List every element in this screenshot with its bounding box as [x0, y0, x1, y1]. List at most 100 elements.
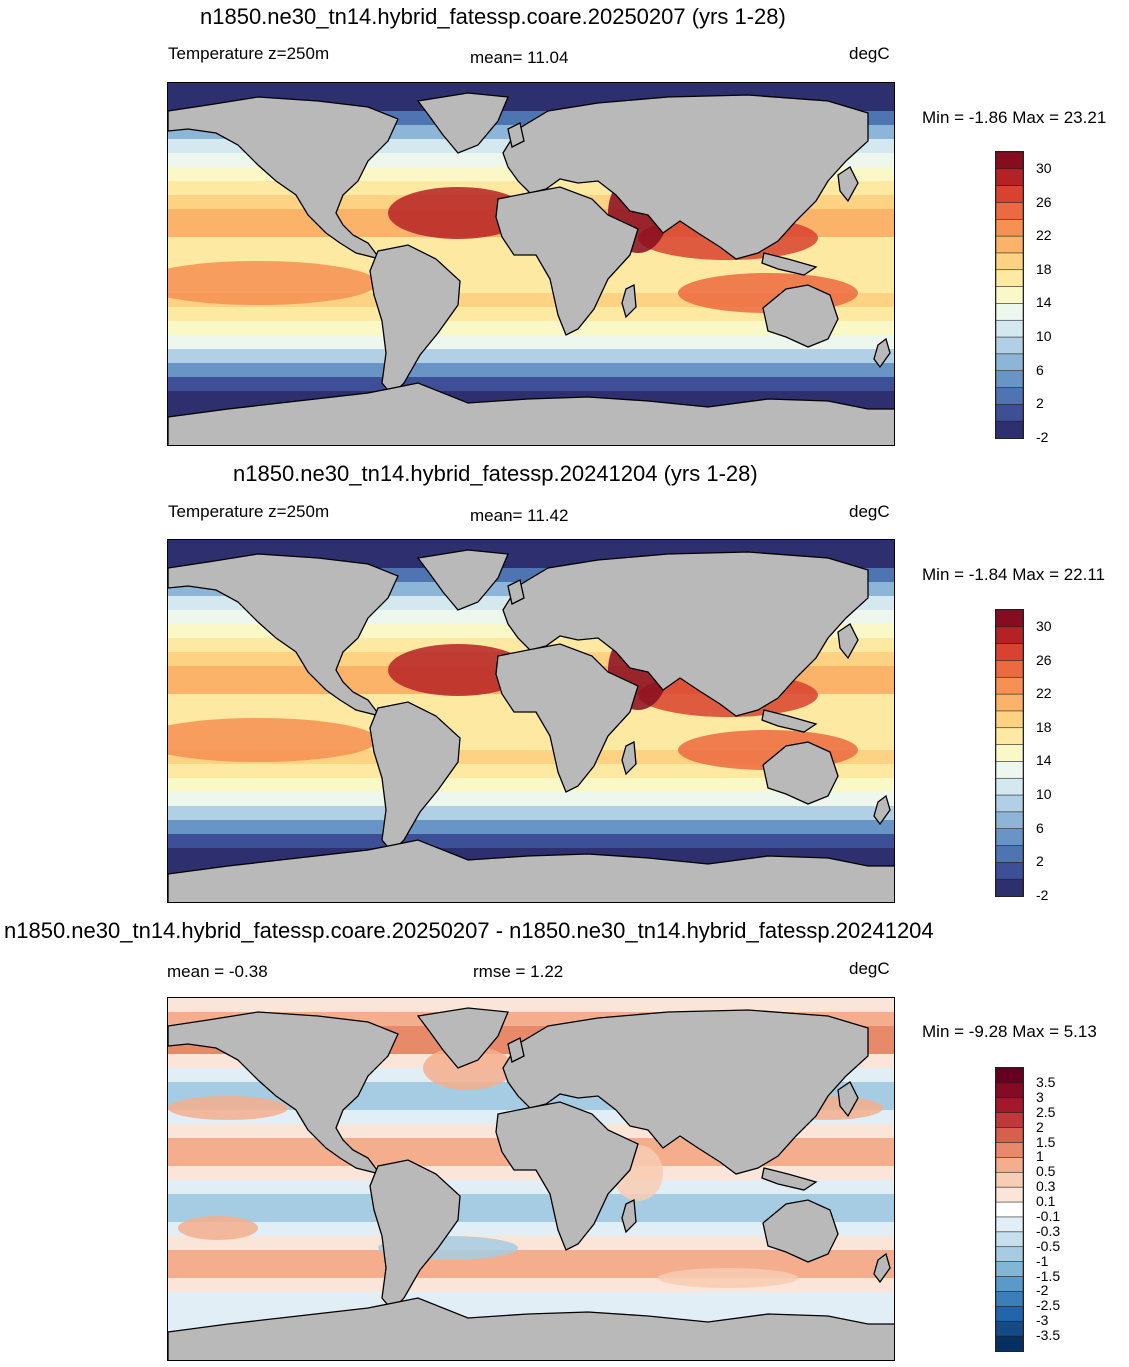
panel3-rmse: rmse = 1.22	[473, 962, 564, 981]
panel2-field-svg	[168, 540, 894, 902]
panel3-field-svg	[168, 998, 894, 1360]
colorbar-swatch	[996, 727, 1023, 746]
panel3-minmax: Min = -9.28 Max = 5.13	[922, 1022, 1097, 1041]
field-band	[168, 1194, 894, 1209]
panel1-units: degC	[849, 44, 890, 63]
indonesia-outline	[761, 252, 818, 276]
japan-outline	[837, 1081, 859, 1118]
field-anomaly	[658, 1268, 798, 1288]
colorbar-swatch	[996, 185, 1023, 204]
colorbar-swatch	[996, 202, 1023, 220]
field-band	[168, 764, 894, 779]
colorbar-swatch	[996, 168, 1023, 187]
colorbar-tick-label: -0.3	[1036, 1222, 1061, 1239]
colorbar-swatch	[996, 1261, 1023, 1278]
colorbar-swatch	[996, 1306, 1023, 1322]
antarctica-outline	[168, 839, 894, 902]
north-america-outline	[168, 553, 399, 718]
panel2-minmax: Min = -1.84 Max = 22.11	[922, 565, 1106, 584]
field-band	[168, 321, 894, 336]
colorbar-tick-label: -2	[1036, 1282, 1049, 1299]
south-america-outline	[369, 244, 461, 396]
colorbar-tick-label: 14	[1036, 294, 1052, 311]
colorbar-swatch	[996, 404, 1023, 422]
panel2-map	[167, 539, 895, 903]
field-band	[168, 820, 894, 835]
colorbar-tick-label: 26	[1036, 651, 1052, 668]
colorbar-tick-label: 1	[1036, 1148, 1044, 1165]
colorbar-swatch	[996, 1216, 1023, 1233]
colorbar-swatch	[996, 1097, 1023, 1114]
colorbar-swatch	[996, 1171, 1023, 1188]
colorbar-swatch	[996, 610, 1023, 628]
greenland-outline	[416, 549, 509, 611]
colorbar-tick-label: -3	[1036, 1312, 1049, 1329]
field-band	[168, 1222, 894, 1237]
field-anomaly	[168, 261, 378, 305]
colorbar-tick-label: -1	[1036, 1252, 1049, 1269]
field-anomaly	[168, 1096, 288, 1120]
africa-outline	[495, 643, 639, 793]
colorbar-swatch	[996, 336, 1023, 355]
field-band	[168, 1236, 894, 1251]
uk-outline	[507, 122, 525, 148]
australia-outline	[762, 1199, 839, 1263]
field-band	[168, 806, 894, 821]
colorbar-tick-label: 18	[1036, 260, 1052, 277]
colorbar-swatch	[996, 319, 1023, 338]
eurasia-outline	[502, 551, 869, 717]
panel3-units: degC	[849, 959, 890, 978]
south-america-outline	[369, 1159, 461, 1311]
colorbar-swatch	[996, 1157, 1023, 1173]
colorbar-swatch	[996, 845, 1023, 863]
new-zealand-outline	[873, 1252, 891, 1284]
panel1-field-svg	[168, 83, 894, 445]
field-anomaly	[168, 718, 378, 762]
panel1-field-label: Temperature z=250m	[168, 44, 330, 63]
colorbar-swatch	[996, 1276, 1023, 1293]
colorbar-swatch	[996, 777, 1023, 796]
colorbar-swatch	[996, 761, 1023, 779]
panel3-title: n1850.ne30_tn14.hybrid_fatessp.coare.202…	[4, 918, 934, 943]
colorbar-swatch	[996, 660, 1023, 678]
greenland-outline	[416, 1007, 509, 1069]
field-band	[168, 335, 894, 350]
panel3-colorbar-svg	[996, 1068, 1023, 1351]
africa-outline	[495, 1101, 639, 1251]
colorbar-tick-label: 14	[1036, 752, 1052, 769]
field-band	[168, 1180, 894, 1195]
colorbar-tick-label: 26	[1036, 193, 1052, 210]
colorbar-swatch	[996, 286, 1023, 305]
field-band	[168, 998, 894, 1013]
panel2-title: n1850.ne30_tn14.hybrid_fatessp.20241204 …	[233, 461, 758, 486]
panel3-mean: mean = -0.38	[167, 962, 268, 981]
panel3-map	[167, 997, 895, 1361]
south-america-outline	[369, 701, 461, 853]
panel1-mean: mean= 11.04	[470, 48, 569, 67]
panel1-colorbar	[995, 151, 1024, 439]
uk-outline	[507, 579, 525, 605]
japan-outline	[837, 623, 859, 660]
eurasia-outline	[502, 94, 869, 260]
japan-outline	[837, 166, 859, 203]
land-layer	[168, 92, 894, 445]
colorbar-tick-label: 0.3	[1036, 1178, 1056, 1195]
field-band	[168, 377, 894, 392]
field-band	[168, 778, 894, 793]
colorbar-tick-label: 0.1	[1036, 1193, 1056, 1210]
colorbar-tick-label: 3	[1036, 1088, 1044, 1105]
colorbar-swatch	[996, 794, 1023, 813]
colorbar-swatch	[996, 862, 1023, 880]
uk-outline	[507, 1037, 525, 1063]
colorbar-swatch	[996, 252, 1023, 271]
colorbar-swatch	[996, 811, 1023, 830]
field-band	[168, 83, 894, 98]
colorbar-swatch	[996, 1246, 1023, 1263]
land-layer	[168, 1007, 894, 1360]
colorbar-swatch	[996, 1201, 1023, 1218]
north-america-outline	[168, 1011, 399, 1176]
colorbar-swatch	[996, 1231, 1023, 1248]
colorbar-swatch	[996, 643, 1023, 662]
indonesia-outline	[761, 709, 818, 733]
land-layer	[168, 549, 894, 902]
